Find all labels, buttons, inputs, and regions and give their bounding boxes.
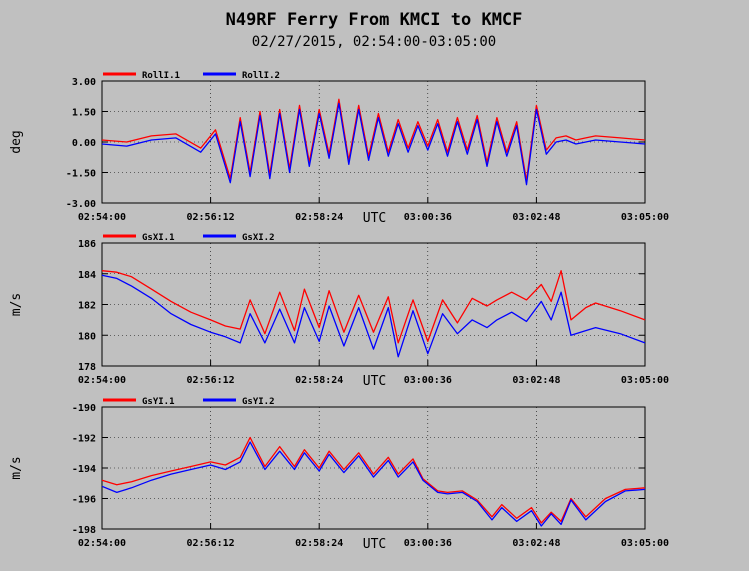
x-tick-label: 03:05:00 [621, 212, 669, 223]
x-tick-label: 02:54:00 [78, 212, 126, 223]
chart-title: N49RF Ferry From KMCI to KMCF [226, 10, 523, 30]
y-tick-label: -192 [72, 434, 96, 445]
x-tick-label: 02:56:12 [187, 538, 235, 549]
x-axis-label: UTC [363, 537, 386, 552]
chart-subtitle: 02/27/2015, 02:54:00-03:05:00 [252, 34, 496, 50]
chart-panel-2: 186 184 182 180 178 02:54:00 02:56:12 02:58:24 0… [9, 233, 669, 389]
y-tick-label: 3.00 [72, 77, 96, 88]
y-tick-label: 186 [78, 239, 96, 250]
y-tick-label: 184 [78, 270, 96, 281]
y-tick-label: -190 [72, 403, 96, 414]
x-tick-label: 02:56:12 [187, 375, 235, 386]
series-line-GsYI.1 [101, 436, 646, 524]
series-line-GsXI.2 [101, 274, 646, 358]
y-tick-label: -196 [72, 495, 96, 506]
y-tick-label: 1.50 [72, 108, 96, 119]
x-tick-label: 02:58:24 [295, 538, 343, 549]
x-tick-label: 03:02:48 [512, 538, 560, 549]
y-tick-label: 182 [78, 301, 96, 312]
x-tick-label: 03:02:48 [512, 375, 560, 386]
legend-label: RollI.1 [142, 71, 180, 81]
x-tick-label: 02:54:00 [78, 538, 126, 549]
legend-label: GsYI.2 [242, 397, 275, 407]
x-tick-label: 03:00:36 [404, 212, 452, 223]
x-tick-label: 02:58:24 [295, 375, 343, 386]
series-line-GsYI.2 [101, 441, 646, 527]
y-tick-label: -3.00 [66, 199, 96, 210]
series-line-GsXI.1 [101, 270, 646, 344]
x-tick-label: 03:00:36 [404, 375, 452, 386]
legend-label: RollI.2 [242, 71, 280, 81]
y-tick-label: -1.50 [66, 169, 96, 180]
x-axis-label: UTC [363, 211, 386, 226]
x-tick-label: 02:54:00 [78, 375, 126, 386]
y-tick-label: 178 [78, 362, 96, 373]
series-line-RollI.2 [101, 102, 646, 186]
y-axis-label: deg [9, 130, 24, 153]
series-line-RollI.1 [101, 98, 646, 182]
chart-panel-1: 3.00 1.50 0.00 -1.50 -3.00 02:54:00 02:56:12 02… [9, 71, 669, 226]
x-axis-label: UTC [363, 374, 386, 389]
x-tick-label: 02:56:12 [187, 212, 235, 223]
y-axis-label: m/s [9, 293, 24, 316]
legend-label: GsXI.2 [242, 233, 275, 243]
x-tick-label: 03:00:36 [404, 538, 452, 549]
x-tick-label: 02:58:24 [295, 212, 343, 223]
x-tick-label: 03:05:00 [621, 375, 669, 386]
y-tick-label: -194 [72, 464, 96, 475]
y-tick-label: 180 [78, 331, 96, 342]
y-tick-label: 0.00 [72, 138, 96, 149]
legend-label: GsYI.1 [142, 397, 175, 407]
legend-label: GsXI.1 [142, 233, 175, 243]
chart-panel-3: -190 -192 -194 -196 -198 02:54:00 02:56:12 02:5… [9, 397, 669, 552]
y-tick-label: -198 [72, 525, 96, 536]
x-tick-label: 03:02:48 [512, 212, 560, 223]
y-axis-label: m/s [9, 456, 24, 479]
x-tick-label: 03:05:00 [621, 538, 669, 549]
